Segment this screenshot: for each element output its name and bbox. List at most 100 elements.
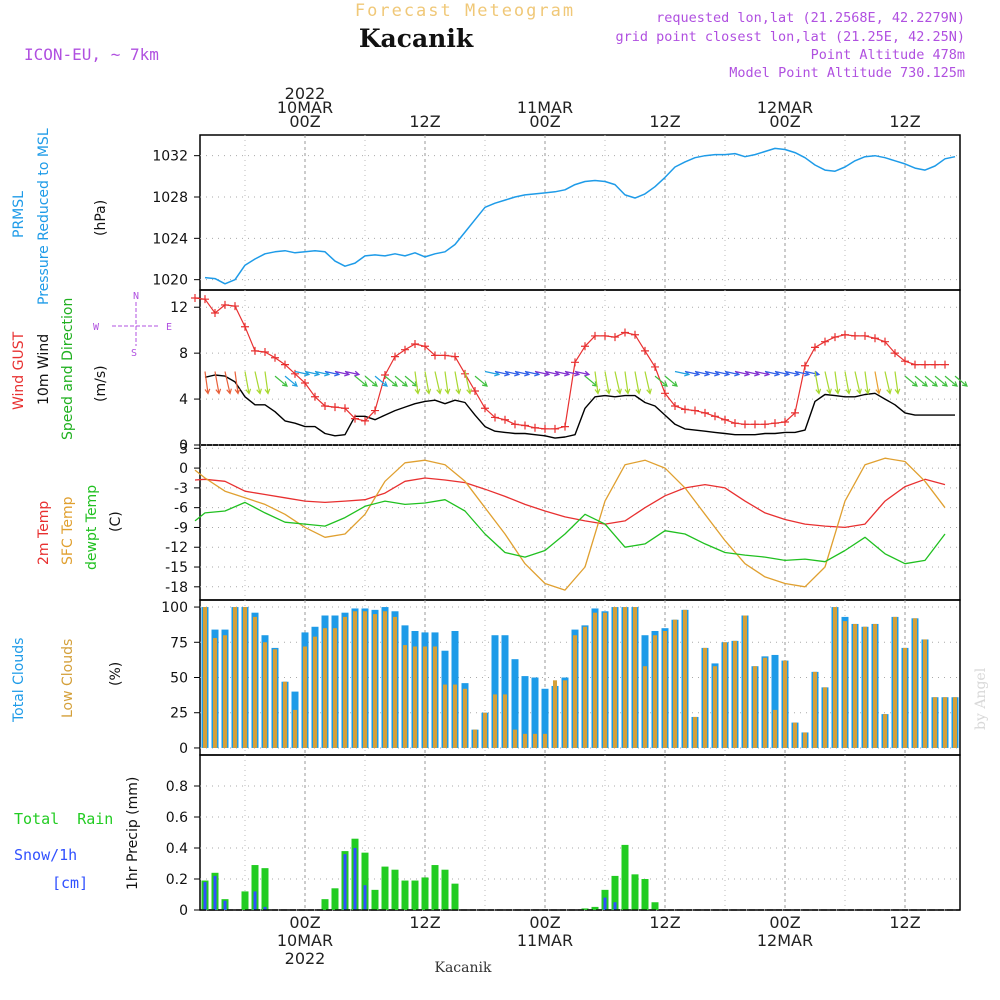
low-cloud-bar (603, 612, 607, 748)
wind-speed-line (204, 374, 955, 439)
pressure-line (204, 147, 956, 285)
rain-bar (651, 902, 659, 910)
wind-tick-label: 4 (179, 392, 188, 408)
snow-bar (203, 882, 207, 910)
wind-gust-point (841, 330, 849, 339)
wind-direction-arrow (934, 375, 948, 387)
wind-direction-arrow (224, 371, 232, 395)
low-cloud-bar (433, 646, 437, 748)
wind-gust-point (741, 420, 749, 429)
top-time-label: 00Z (769, 112, 800, 131)
wind-direction-arrow (254, 371, 262, 395)
rain-bar (391, 869, 399, 910)
rain-bar (261, 868, 269, 910)
wind-direction-arrow (234, 371, 241, 395)
low-cloud-bar (233, 607, 237, 748)
wind-gust-point (771, 419, 779, 428)
low-cloud-bar (223, 635, 227, 748)
precip-panel-frame (199, 754, 961, 911)
rain-bar (401, 880, 409, 910)
wind-gust-point (761, 420, 769, 429)
wind-gust-point (661, 389, 669, 398)
wind-gust-line (194, 297, 945, 430)
wind-direction-arrow (614, 371, 622, 395)
snow-bar (213, 875, 217, 910)
wind-gust-point (731, 419, 739, 428)
wind-direction-arrow (634, 371, 642, 395)
bottom-time-label: 11MAR (517, 931, 573, 950)
low-cloud-bar (413, 646, 417, 748)
low-cloud-bar (213, 638, 217, 748)
snow-bar (353, 848, 357, 910)
low-cloud-bar (643, 666, 647, 748)
low-cloud-bar (733, 640, 737, 748)
wind-direction-arrow (344, 370, 361, 377)
wind-direction-arrow (574, 370, 591, 377)
total-rain-label: Total Rain (14, 810, 113, 828)
rain-bar (421, 877, 429, 910)
low-cloud-bar (383, 611, 387, 748)
low-cloud-bar (773, 709, 777, 748)
rain-bar (641, 879, 649, 910)
rain-bar (631, 874, 639, 910)
bottom-time-label: 00Z (289, 913, 320, 932)
pressure-tick-label: 1028 (152, 190, 188, 206)
rain-bar (331, 888, 339, 910)
total-cloud-bar (491, 635, 499, 748)
wind-gust-point (751, 420, 759, 429)
low-cloud-bar (943, 697, 947, 748)
wind-gust-point (481, 404, 489, 413)
temp-tick-label: -3 (174, 481, 188, 497)
low-cloud-bar (473, 729, 477, 748)
total-cloud-bar (511, 659, 519, 748)
wind-gust-point (371, 406, 379, 415)
snow-bar (263, 906, 267, 910)
low-cloud-bar (783, 660, 787, 748)
wind-gust-point (541, 424, 549, 433)
wind-gust-point (211, 308, 219, 317)
rain-bar (361, 852, 369, 910)
cloud-tick-label: 0 (179, 741, 188, 757)
temp-tick-label: -15 (165, 560, 188, 576)
wind-gust-point (341, 404, 349, 413)
wind-gust-point (921, 360, 929, 369)
compass-w: W (93, 322, 100, 333)
compass-e: E (166, 322, 172, 333)
low-cloud-bar (863, 626, 867, 748)
low-cloud-bar (893, 616, 897, 748)
wind-direction-arrow (274, 375, 288, 387)
wind-gust-point (531, 423, 539, 432)
wind-gust-point (431, 351, 439, 360)
wind-gust-point (721, 415, 729, 424)
chart-series (191, 147, 968, 911)
temp-dew-line (194, 499, 946, 565)
pressure-label-1: PRMSL (11, 191, 27, 238)
wind-gust-point (681, 405, 689, 414)
wind-gust-point (851, 331, 859, 340)
low-cloud-bar (533, 733, 537, 748)
snow-bar (363, 885, 367, 910)
wind-direction-arrow (944, 375, 958, 387)
low-cloud-bar (323, 628, 327, 748)
wind-gust-point (201, 295, 209, 304)
wind-direction-arrow (414, 371, 421, 395)
precip-tick-label: 0 (179, 903, 188, 919)
low-cloud-bar (673, 619, 677, 748)
temp-tick-label: -12 (165, 540, 188, 556)
low-cloud-bar (253, 616, 257, 748)
low-cloud-bar (543, 733, 547, 748)
wind-gust-point (231, 302, 239, 311)
wind-gust-point (571, 358, 579, 367)
wind-gust-point (511, 420, 519, 429)
rain-bar (441, 869, 449, 910)
wind-gust-point (391, 352, 399, 361)
precip-tick-label: 0.4 (166, 841, 188, 857)
low-cloud-bar (303, 646, 307, 748)
low-cloud-bar (903, 647, 907, 748)
wind-direction-arrow (624, 371, 631, 395)
low-cloud-bar (793, 722, 797, 748)
wind-gust-point (551, 424, 559, 433)
wind-direction-arrow (394, 375, 408, 387)
